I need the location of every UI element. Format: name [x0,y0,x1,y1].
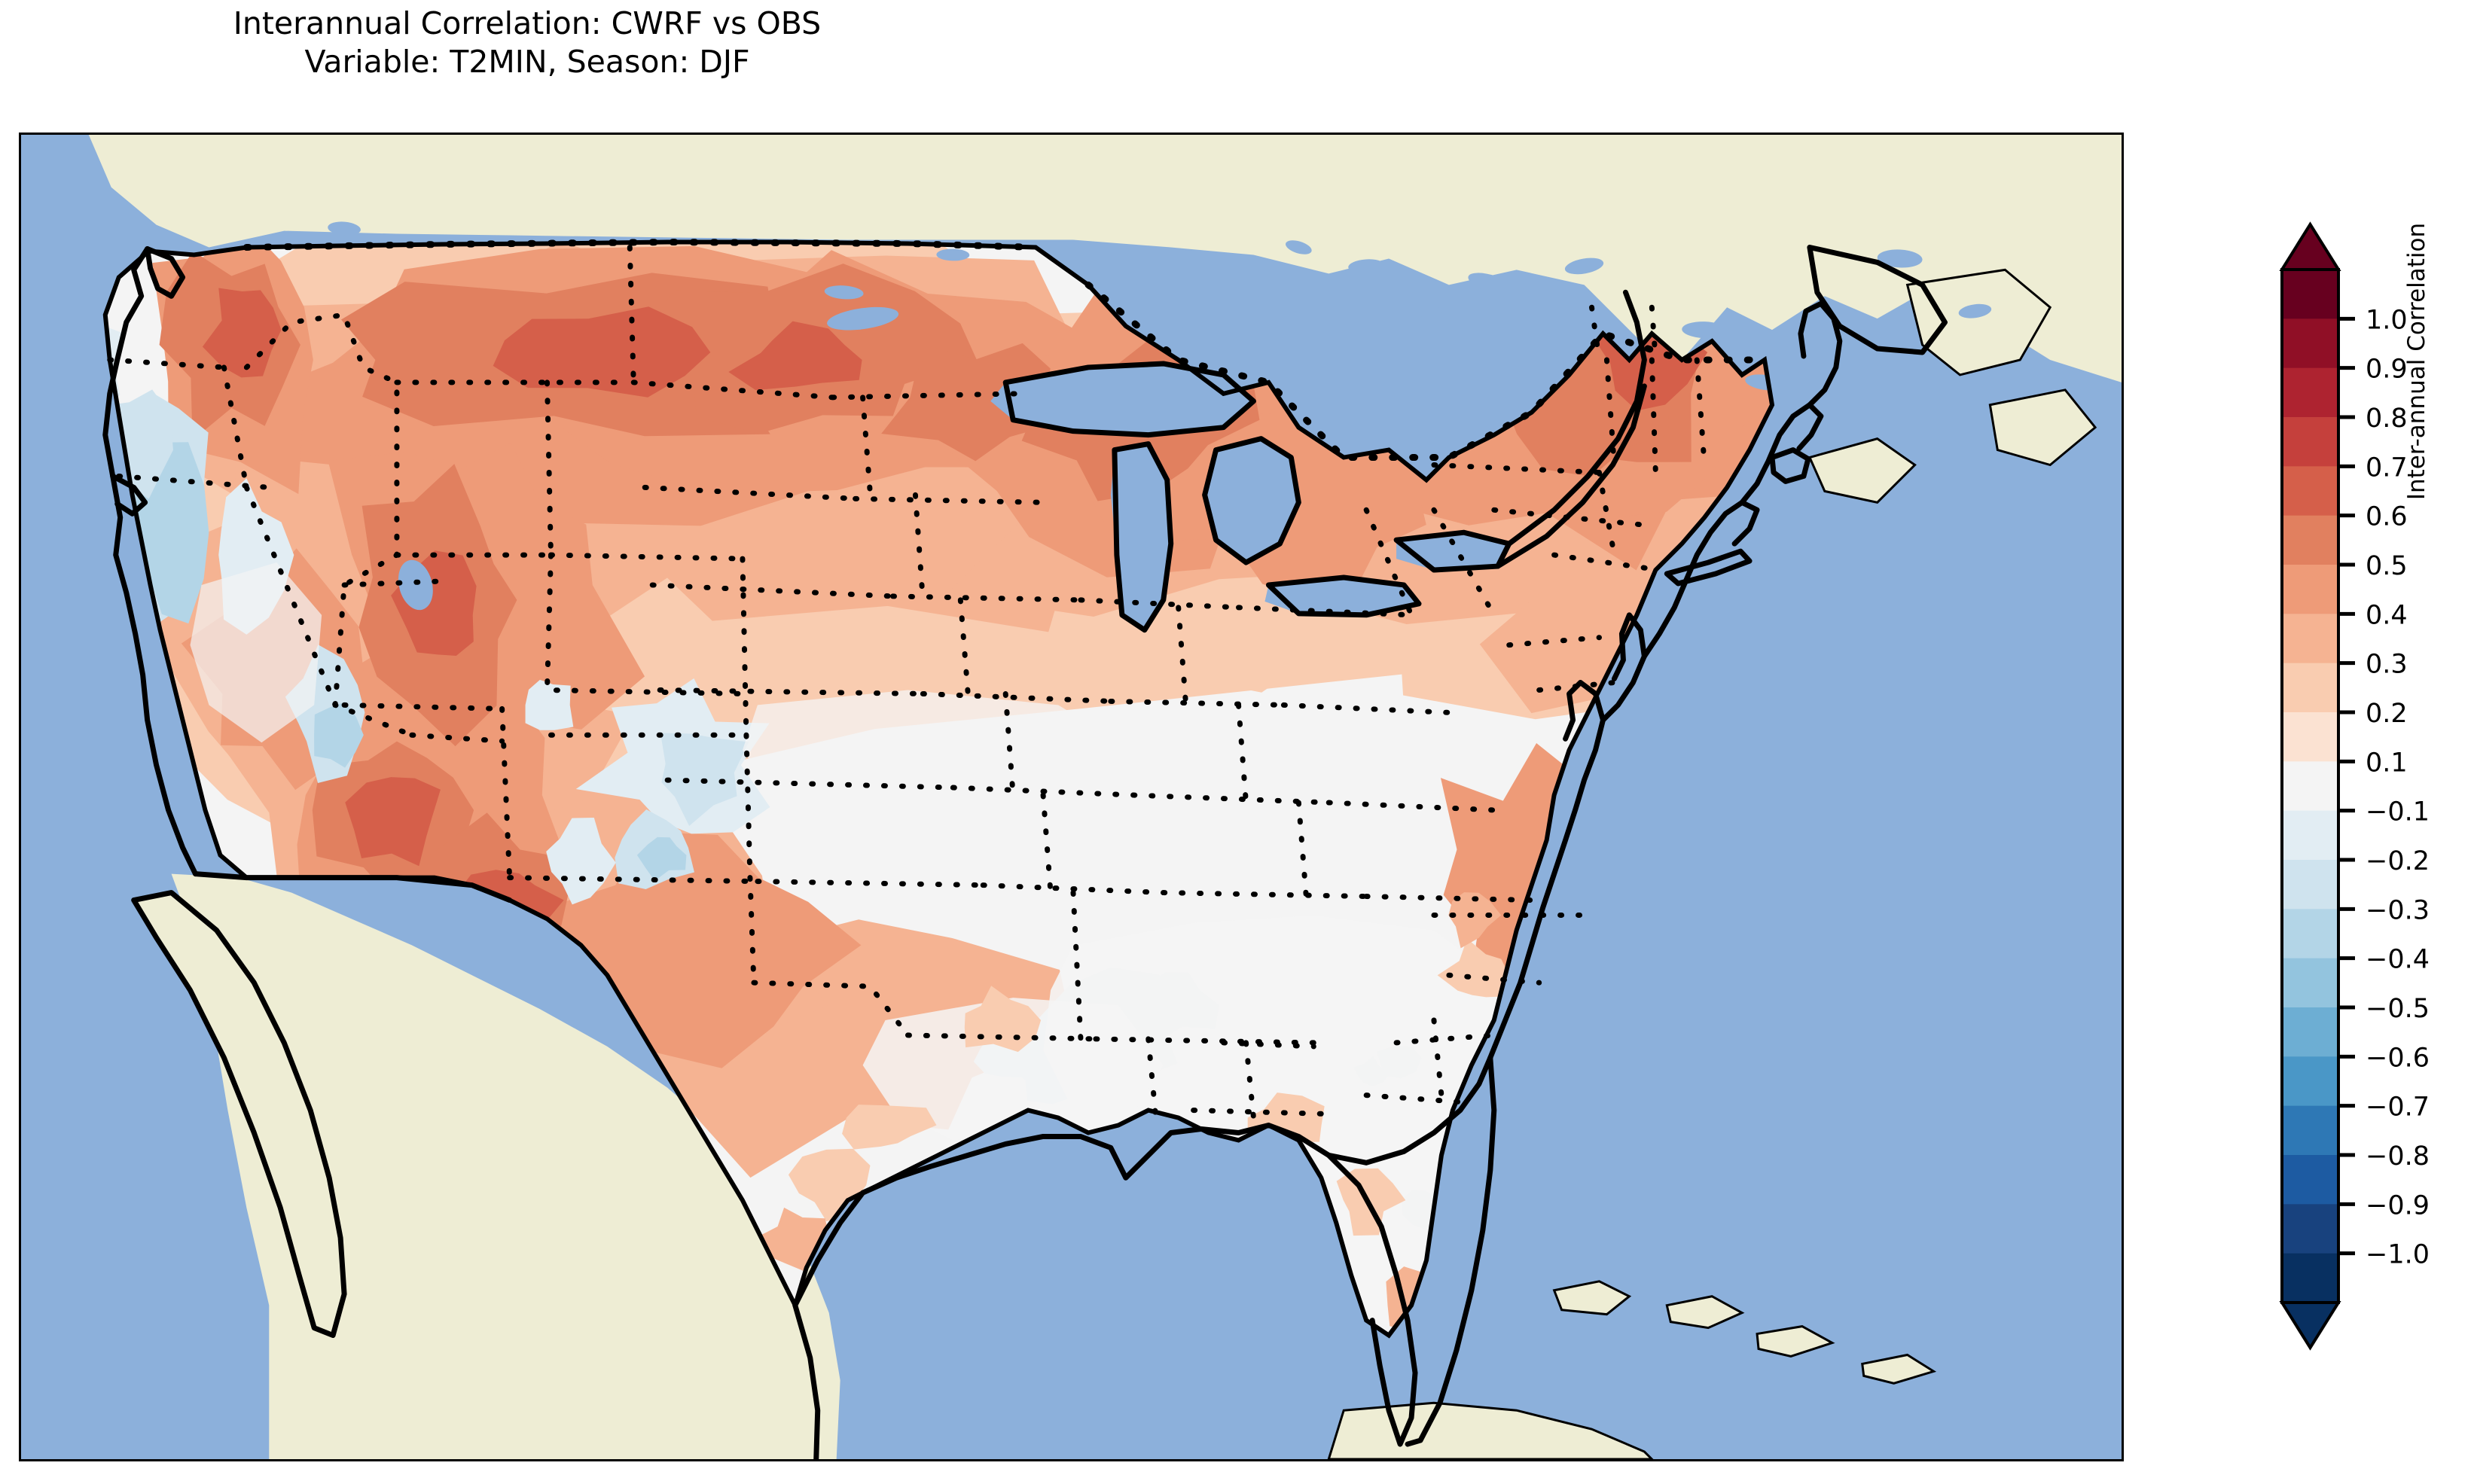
title-line-2: Variable: T2MIN, Season: DJF [304,44,750,80]
colorbar-tick-label: 0.9 [2366,355,2408,385]
colorbar-tick-label: −0.5 [2366,994,2430,1024]
colorbar-label: Inter-annual Correlation [2403,222,2430,501]
map-axes [19,133,2124,1461]
colorbar-tick-label: −0.3 [2366,895,2430,925]
colorbar-tick-label: −0.6 [2366,1043,2430,1073]
colorbar-tick-label: −0.7 [2366,1092,2430,1123]
colorbar-tick-label: −0.2 [2366,846,2430,876]
colorbar-tick-label: −0.1 [2366,797,2430,827]
correlation-map [21,135,2122,1459]
great-lakes [990,363,1509,630]
colorbar-tick-label: −0.9 [2366,1190,2430,1220]
colorbar-tick-label: −1.0 [2366,1240,2430,1270]
colorbar-tick-label: 0.7 [2366,453,2408,483]
colorbar-gradient: 1.0 0.9 0.8 0.7 0.6 0.5 0.4 0.3 0.2 0.1 −0.1 −0.2 −0… [2279,221,2430,1351]
colorbar-tick-label: −0.8 [2366,1141,2430,1172]
colorbar-tick-label: 0.3 [2366,650,2408,680]
colorbar-tick-label: −0.4 [2366,945,2430,975]
coastlines [102,245,1948,1459]
colorbar: 1.0 0.9 0.8 0.7 0.6 0.5 0.4 0.3 0.2 0.1 −0.1 −0.2 −0… [2241,218,2474,1363]
title-line-1: Interannual Correlation: CWRF vs OBS [233,5,822,41]
state-borders [107,245,1707,1121]
colorbar-tick-label: 0.2 [2366,699,2408,729]
colorbar-tick-label: 0.4 [2366,600,2408,630]
colorbar-tick-label: 0.1 [2366,748,2408,778]
colorbar-tick-label: 0.6 [2366,502,2408,532]
colorbar-tick-label: 0.8 [2366,404,2408,434]
colorbar-tick-label: 1.0 [2366,305,2408,335]
colorbar-tick-label: 0.5 [2366,551,2408,581]
figure-title: Interannual Correlation: CWRF vs OBS Var… [0,5,1054,81]
small-lakes [328,221,1992,391]
